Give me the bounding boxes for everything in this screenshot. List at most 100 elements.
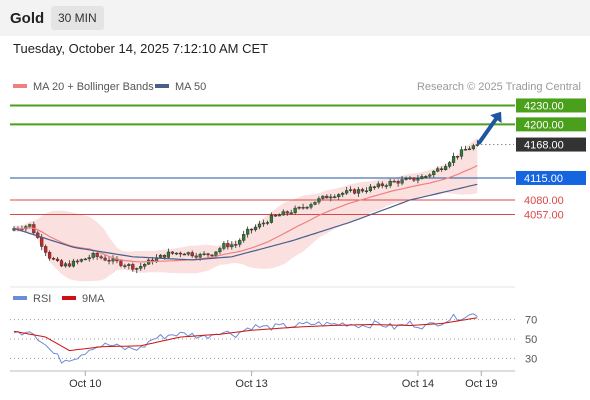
candle — [404, 176, 408, 181]
timestamp: Tuesday, October 14, 2025 7:12:10 AM CET — [13, 41, 269, 56]
candle — [467, 146, 471, 151]
candle — [103, 255, 107, 262]
candle-body — [444, 166, 448, 170]
legend-swatch-ma20 — [13, 84, 27, 88]
candle — [273, 214, 277, 217]
candle — [238, 238, 242, 248]
candle — [111, 255, 115, 265]
candle-body — [380, 183, 384, 186]
candle-body — [428, 174, 432, 177]
candle — [392, 179, 396, 183]
candle — [87, 254, 91, 262]
candle — [242, 230, 246, 243]
forecast-arrow — [477, 111, 502, 145]
candle — [55, 257, 60, 262]
level-label-support: 4080.00 — [524, 195, 564, 207]
candle — [119, 259, 123, 268]
candle — [305, 206, 309, 210]
candle — [281, 209, 285, 216]
candle — [424, 175, 428, 179]
candle-body — [230, 244, 234, 248]
x-tick-label: Oct 13 — [235, 378, 267, 390]
candle-body — [321, 195, 325, 199]
candle — [356, 186, 361, 197]
candle — [67, 260, 72, 268]
candle-body — [404, 178, 408, 180]
candle — [202, 251, 206, 256]
candle — [44, 244, 48, 257]
candle — [123, 263, 127, 269]
candle — [269, 212, 273, 224]
candle — [388, 178, 392, 188]
candle-body — [162, 254, 167, 258]
x-tick-label: Oct 10 — [69, 378, 101, 390]
candle-body — [345, 190, 349, 194]
legend-swatch-rsi — [13, 296, 27, 300]
candle — [297, 206, 301, 210]
candle — [139, 262, 143, 271]
candle — [218, 246, 222, 255]
candle-body — [210, 254, 214, 257]
candle — [352, 188, 357, 195]
candle — [170, 251, 174, 255]
level-badge-current — [516, 137, 586, 152]
candle — [368, 183, 372, 193]
candle — [372, 185, 376, 190]
candle-body — [135, 268, 139, 270]
candle-body — [59, 260, 64, 267]
candle — [226, 239, 230, 250]
candle — [317, 196, 321, 205]
candle-body — [281, 211, 285, 216]
candle — [400, 176, 404, 186]
candle-body — [356, 189, 361, 194]
level-badge-resistance — [516, 117, 586, 132]
candle-body — [79, 259, 83, 262]
legend-swatch-ma50 — [155, 84, 169, 88]
candle-body — [214, 251, 218, 256]
candle — [59, 258, 64, 268]
moving-averages — [13, 165, 478, 263]
candle-body — [28, 224, 32, 227]
candle-body — [388, 180, 392, 186]
candle-body — [206, 253, 210, 256]
level-label-current: 4168.00 — [524, 140, 564, 152]
candle — [79, 258, 83, 263]
candle — [83, 258, 87, 261]
candle-body — [194, 255, 198, 258]
candle-body — [186, 252, 190, 255]
candle — [451, 152, 456, 166]
candle-body — [63, 263, 68, 267]
candle — [261, 219, 266, 227]
candle-body — [273, 215, 277, 217]
candle — [475, 139, 479, 147]
candle-body — [40, 237, 44, 247]
candle — [289, 209, 293, 215]
candle — [135, 267, 139, 274]
candle-body — [265, 222, 270, 224]
candle-body — [463, 149, 468, 151]
candle-body — [249, 228, 254, 231]
candle — [444, 163, 448, 171]
timeframe-button[interactable]: 30 MIN — [51, 6, 104, 30]
candle — [99, 254, 103, 260]
candle-body — [396, 181, 400, 184]
candle-body — [432, 171, 436, 176]
candle-body — [222, 243, 226, 249]
candle — [463, 145, 468, 151]
candle-body — [103, 257, 107, 261]
candle — [186, 251, 190, 257]
candle-body — [297, 206, 301, 209]
candle — [277, 213, 281, 217]
candle-body — [337, 194, 341, 197]
candle-body — [242, 234, 246, 241]
level-label-support: 4057.00 — [524, 210, 564, 222]
candle-body — [226, 243, 230, 248]
time-axis-ticks: Oct 10 Oct 13 Oct 14 Oct 19 — [69, 371, 497, 390]
candle — [440, 166, 444, 172]
candle — [384, 183, 388, 189]
candle — [182, 252, 186, 256]
candle — [337, 193, 341, 200]
candle-body — [139, 266, 143, 269]
candle — [325, 194, 329, 199]
